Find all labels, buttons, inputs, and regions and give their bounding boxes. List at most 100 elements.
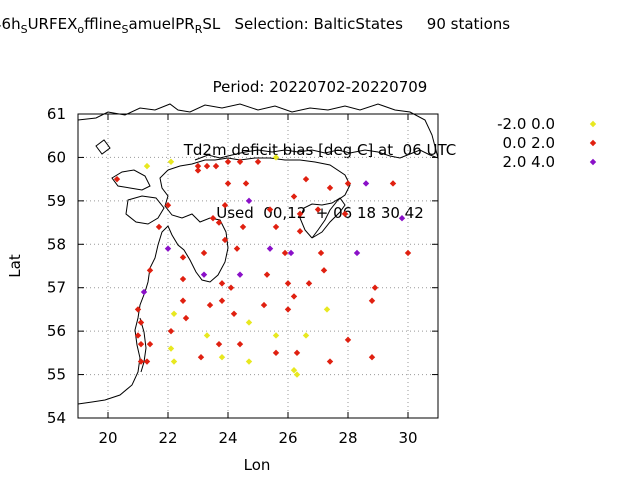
data-point-series-2 <box>293 349 301 357</box>
data-point-series-2 <box>224 158 232 165</box>
title-line-1-part-2: URFEX <box>27 15 78 33</box>
data-point-series-1 <box>203 332 211 339</box>
data-point-series-2 <box>254 158 262 165</box>
y-tick-label: 55 <box>47 366 66 384</box>
data-point-series-2 <box>305 280 313 287</box>
data-point-series-2 <box>233 245 241 252</box>
data-point-series-2 <box>209 215 217 222</box>
data-point-series-2 <box>272 223 280 231</box>
x-tick-label: 24 <box>218 429 237 447</box>
data-point-series-2 <box>227 284 235 291</box>
data-point-series-2 <box>371 284 379 291</box>
data-point-series-2 <box>368 297 376 304</box>
data-point-series-3 <box>353 249 361 257</box>
title-line-2: Period: 20220702-20220709 <box>212 78 428 96</box>
data-point-series-2 <box>344 336 352 344</box>
title-line-1-part-3: o <box>77 23 85 36</box>
data-point-series-2 <box>215 340 223 348</box>
data-point-series-3 <box>362 180 370 187</box>
data-point-series-2 <box>197 354 205 361</box>
title-line-4: Used 00,12 + 06 18 30 42 <box>216 204 424 222</box>
data-point-series-2 <box>143 358 151 365</box>
title-line-1-part-5: S <box>121 23 129 36</box>
data-point-series-3 <box>164 245 172 252</box>
data-point-series-2 <box>206 301 214 309</box>
data-point-series-2 <box>137 340 145 348</box>
title-line-1-part-6: amuelPR <box>128 15 195 33</box>
data-point-series-2 <box>167 327 175 335</box>
chart-title: 46hSURFEXofflineSamuelPRRSL Selection: B… <box>0 14 640 245</box>
x-tick-label: 30 <box>398 429 417 447</box>
data-point-series-2 <box>236 340 244 348</box>
data-point-series-2 <box>296 210 304 218</box>
data-point-series-2 <box>194 162 202 170</box>
data-point-series-2 <box>296 228 304 235</box>
data-point-series-2 <box>284 280 292 287</box>
data-point-series-2 <box>155 223 163 231</box>
data-point-series-3 <box>245 197 253 205</box>
data-point-series-2 <box>344 180 352 187</box>
x-axis-label: Lon <box>244 456 271 474</box>
x-tick-label: 22 <box>158 429 177 447</box>
legend-marker-1 <box>589 120 597 128</box>
data-point-series-2 <box>389 180 397 187</box>
data-point-series-2 <box>134 332 142 339</box>
legend-label-2: 0.0 2.0 <box>503 134 555 152</box>
data-point-series-3 <box>287 249 295 257</box>
data-point-series-2 <box>194 167 202 174</box>
data-point-series-3 <box>266 245 274 252</box>
legend-marker-2 <box>589 139 597 147</box>
data-point-series-1 <box>143 162 151 170</box>
data-point-series-1 <box>272 332 280 339</box>
title-line-3: Td2m deficit bias [deg C] at 06 UTC <box>183 141 457 159</box>
data-point-series-1 <box>272 154 280 161</box>
data-point-series-2 <box>284 306 292 313</box>
data-point-series-2 <box>179 254 187 261</box>
x-tick-label: 26 <box>278 429 297 447</box>
data-point-series-2 <box>134 306 142 313</box>
data-point-series-3 <box>236 271 244 278</box>
y-tick-label: 59 <box>47 192 66 210</box>
data-point-series-2 <box>236 158 244 165</box>
data-point-series-1 <box>245 358 253 365</box>
data-point-series-1 <box>290 367 298 374</box>
data-point-series-2 <box>200 249 208 257</box>
legend: -2.0 0.00.0 2.02.0 4.0 <box>497 115 597 171</box>
data-point-series-2 <box>113 175 121 183</box>
x-tick-label: 20 <box>98 429 117 447</box>
data-point-series-3 <box>398 215 406 222</box>
data-point-series-2 <box>281 249 289 257</box>
data-point-series-2 <box>317 249 325 257</box>
title-line-1-part-7: R <box>194 23 203 36</box>
y-tick-label: 56 <box>47 322 66 340</box>
y-tick-label: 54 <box>47 409 66 427</box>
data-point-series-2 <box>221 236 229 244</box>
data-point-series-2 <box>272 349 280 357</box>
data-point-series-2 <box>164 202 172 209</box>
data-point-series-2 <box>230 310 238 317</box>
legend-marker-3 <box>589 158 597 166</box>
data-point-series-2 <box>404 249 412 257</box>
y-tick-label: 60 <box>47 148 66 166</box>
data-point-series-2 <box>212 162 220 170</box>
y-tick-label: 61 <box>47 105 66 123</box>
data-point-series-2 <box>341 210 349 218</box>
legend-label-1: -2.0 0.0 <box>497 115 555 133</box>
data-point-series-2 <box>239 223 247 231</box>
data-point-series-1 <box>167 345 175 352</box>
data-points <box>113 154 412 378</box>
data-point-series-1 <box>323 306 331 313</box>
x-tick-label: 28 <box>338 429 357 447</box>
data-point-series-2 <box>203 162 211 170</box>
data-point-series-2 <box>137 358 145 365</box>
data-point-series-1 <box>245 319 253 326</box>
data-point-series-1 <box>218 354 226 361</box>
title-line-1-part-1: S <box>20 23 28 36</box>
y-tick-label: 57 <box>47 279 66 297</box>
y-tick-label: 58 <box>47 235 66 253</box>
data-point-series-2 <box>326 184 334 192</box>
data-point-series-2 <box>314 206 322 213</box>
y-axis-label: Lat <box>6 254 24 278</box>
coastline-map <box>77 103 439 405</box>
